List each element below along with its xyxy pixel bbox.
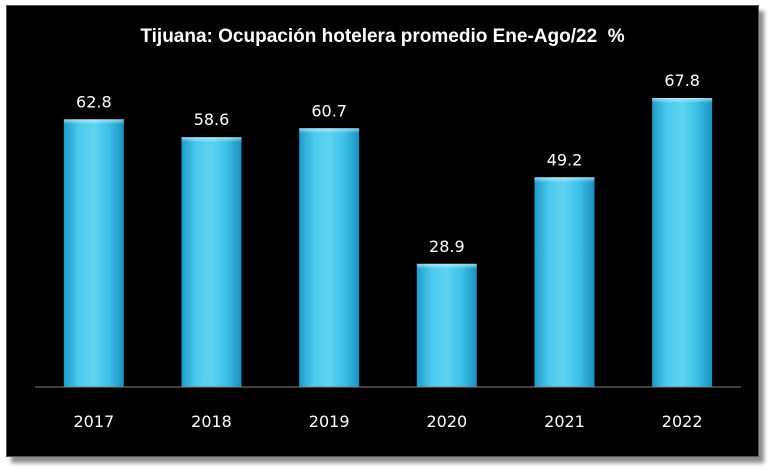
bar-2017 <box>63 119 124 387</box>
bar-2018 <box>181 137 242 387</box>
bar-2021 <box>534 177 595 387</box>
bar-highlight <box>181 137 242 143</box>
bar-highlight <box>63 119 124 125</box>
bar-highlight <box>299 128 360 134</box>
x-tick-label: 2018 <box>191 412 232 431</box>
chart-frame: Tijuana: Ocupación hotelera promedio Ene… <box>6 5 759 457</box>
data-label: 28.9 <box>429 237 465 256</box>
bar-2019 <box>299 128 360 388</box>
data-label: 67.8 <box>664 71 700 90</box>
x-tick-label: 2021 <box>544 412 585 431</box>
bar-highlight <box>534 177 595 183</box>
bar-highlight <box>416 263 477 269</box>
chart-title: Tijuana: Ocupación hotelera promedio Ene… <box>140 26 625 47</box>
data-label: 60.7 <box>311 101 347 120</box>
x-tick-label: 2019 <box>309 412 350 431</box>
bar-2020 <box>416 263 477 387</box>
data-label: 58.6 <box>194 110 230 129</box>
bar-2022 <box>652 98 713 387</box>
data-label: 62.8 <box>76 92 112 111</box>
x-tick-label: 2022 <box>662 412 703 431</box>
bar-chart: 62.8 2017 58.6 2018 60.7 2019 28.9 2020 49.2 2021… <box>35 71 741 431</box>
x-tick-label: 2020 <box>426 412 467 431</box>
data-label: 49.2 <box>547 150 583 169</box>
x-tick-label: 2017 <box>73 412 114 431</box>
bar-highlight <box>652 98 713 104</box>
